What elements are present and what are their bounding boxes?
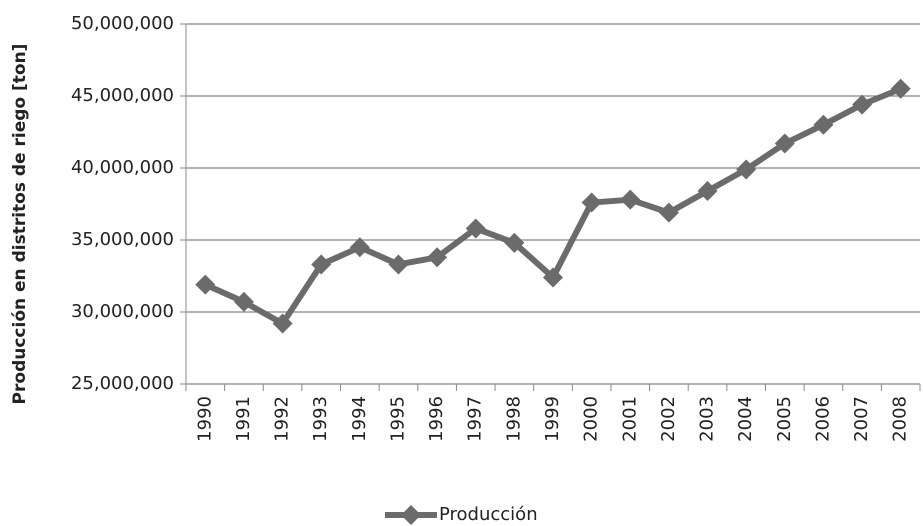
y-tick-label: 45,000,000 [71, 85, 174, 106]
x-tick-label: 1993 [310, 396, 331, 442]
point-marker [543, 267, 563, 288]
x-tick-label: 2007 [851, 396, 872, 442]
y-tick-label: 40,000,000 [71, 157, 174, 178]
x-tick-label: 2000 [581, 396, 602, 442]
y-tick-label: 50,000,000 [71, 13, 174, 34]
y-tick-label: 25,000,000 [71, 373, 174, 394]
legend-marker [401, 505, 421, 525]
point-marker [813, 114, 834, 135]
point-marker [774, 133, 795, 154]
series-line [204, 86, 902, 327]
y-axis-label: Producción en distritos de riego [ton] [10, 44, 30, 405]
point-marker [349, 237, 370, 258]
x-tick-label: 1991 [233, 396, 254, 442]
x-tick-label: 2006 [812, 396, 833, 442]
x-tick-label: 1998 [503, 396, 524, 442]
point-marker [581, 192, 602, 213]
x-tick-label: 1995 [387, 396, 408, 442]
x-tick-label: 1996 [426, 396, 447, 442]
x-tick-label: 1994 [349, 396, 370, 442]
point-marker [852, 94, 873, 115]
y-tick-label: 35,000,000 [71, 229, 174, 250]
x-tick-label: 2005 [774, 396, 795, 442]
x-tick-label: 1990 [194, 396, 215, 442]
legend-label: Producción [439, 504, 538, 525]
point-marker [504, 232, 525, 253]
point-marker [890, 78, 911, 99]
x-tick-label: 1997 [465, 396, 486, 442]
point-marker [697, 181, 718, 202]
point-marker [620, 189, 641, 210]
x-tick-label: 1992 [272, 396, 293, 442]
x-tick-label: 2004 [735, 396, 756, 442]
x-tick-label: 2002 [658, 396, 679, 442]
point-marker [233, 291, 254, 312]
y-tick-label: 30,000,000 [71, 301, 174, 322]
point-marker [272, 313, 293, 334]
point-marker [736, 159, 757, 180]
point-marker [427, 247, 448, 268]
x-tick-label: 2003 [697, 396, 718, 442]
x-tick-label: 2008 [890, 396, 911, 442]
point-marker [311, 254, 332, 275]
x-tick-label: 1999 [542, 396, 563, 442]
point-marker [195, 274, 216, 295]
x-tick-label: 2001 [619, 396, 640, 442]
point-marker [465, 218, 486, 239]
point-marker [658, 202, 679, 223]
point-marker [388, 254, 409, 275]
